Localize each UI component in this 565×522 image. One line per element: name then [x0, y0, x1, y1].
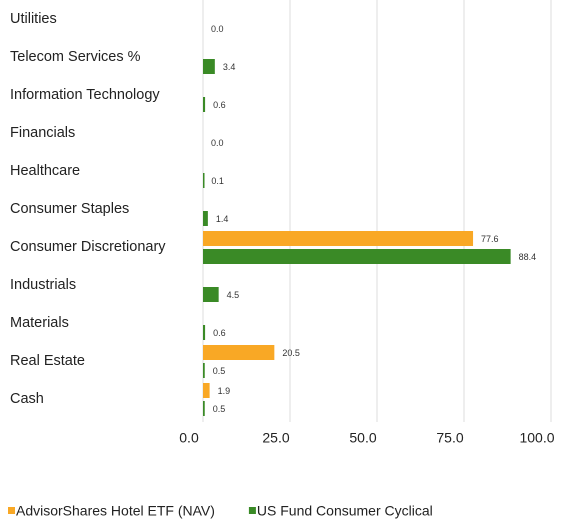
value-label: 0.6	[213, 328, 226, 338]
category-label: Healthcare	[10, 163, 80, 179]
legend-label: US Fund Consumer Cyclical	[257, 503, 433, 519]
category-label: Consumer Staples	[10, 201, 129, 217]
x-tick-label: 75.0	[436, 430, 463, 446]
category-label: Telecom Services %	[10, 49, 141, 65]
bar	[203, 363, 205, 378]
bar	[203, 59, 215, 74]
bar	[203, 401, 205, 416]
bar	[203, 345, 275, 360]
value-label: 0.0	[211, 24, 224, 34]
value-label: 0.5	[213, 366, 226, 376]
category-label: Financials	[10, 125, 75, 141]
legend-swatch	[248, 507, 256, 514]
x-tick-label: 50.0	[349, 430, 376, 446]
category-label: Materials	[10, 315, 69, 331]
value-label: 0.5	[213, 404, 226, 414]
value-label: 1.4	[216, 214, 229, 224]
category-label: Information Technology	[10, 87, 160, 103]
value-label: 88.4	[519, 252, 537, 262]
category-label: Real Estate	[10, 353, 85, 369]
category-label: Consumer Discretionary	[10, 239, 166, 255]
value-label: 1.9	[218, 386, 231, 396]
x-tick-label: 100.0	[519, 430, 554, 446]
bar	[203, 325, 206, 340]
bar	[203, 211, 208, 226]
bar	[203, 383, 210, 398]
x-tick-label: 25.0	[262, 430, 289, 446]
value-label: 20.5	[282, 348, 300, 358]
bar	[203, 97, 206, 112]
value-label: 4.5	[227, 290, 240, 300]
bar	[203, 249, 511, 264]
value-label: 0.6	[213, 100, 226, 110]
category-label: Utilities	[10, 11, 57, 27]
value-label: 0.1	[211, 176, 224, 186]
legend-label: AdvisorShares Hotel ETF (NAV)	[16, 503, 215, 519]
category-label: Industrials	[10, 277, 76, 293]
bar	[203, 231, 474, 246]
value-label: 77.6	[481, 234, 499, 244]
bar	[203, 287, 219, 302]
value-label: 0.0	[211, 138, 224, 148]
legend-swatch	[8, 507, 15, 514]
bar	[203, 173, 205, 188]
x-tick-label: 0.0	[179, 430, 199, 446]
category-label: Cash	[10, 391, 44, 407]
value-label: 3.4	[223, 62, 236, 72]
